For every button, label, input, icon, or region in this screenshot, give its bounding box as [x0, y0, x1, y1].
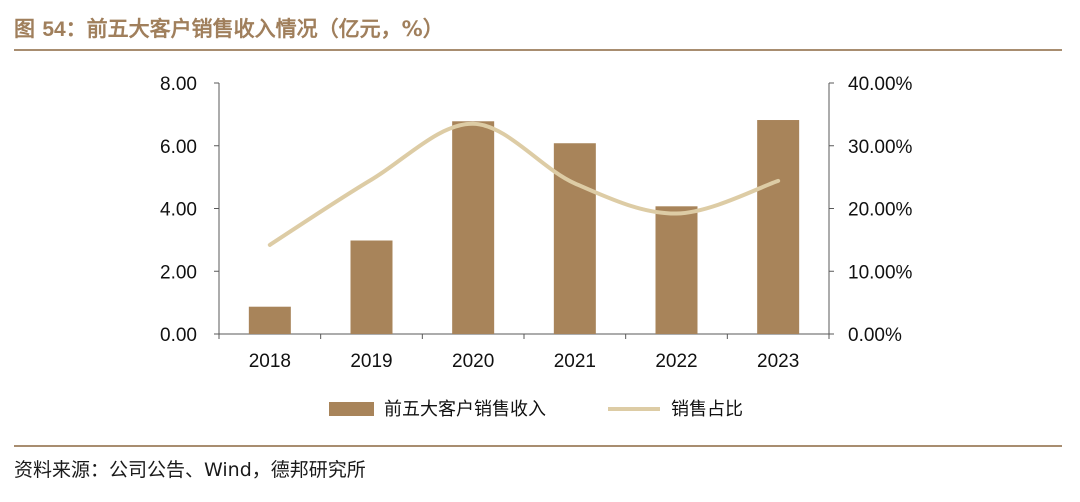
legend-label-bar: 前五大客户销售收入	[384, 399, 546, 420]
left-tick-label: 6.00	[160, 137, 197, 158]
bottom-rule	[14, 445, 1062, 447]
series-line	[267, 121, 781, 247]
legend-label-line: 销售占比	[671, 399, 743, 420]
x-tick-label: 2019	[350, 351, 392, 372]
x-tick-label: 2022	[655, 351, 697, 372]
x-tick-label: 2020	[452, 351, 494, 372]
bar	[655, 206, 698, 334]
right-tick-label: 30.00%	[848, 137, 913, 158]
left-tick-label: 8.00	[160, 74, 197, 95]
source-note: 资料来源：公司公告、Wind，德邦研究所	[14, 459, 366, 481]
bar	[350, 240, 393, 334]
x-tick-label: 2018	[249, 351, 291, 372]
right-tick-label: 20.00%	[848, 200, 913, 221]
right-tick-label: 10.00%	[848, 262, 913, 283]
x-tick-label: 2023	[757, 351, 799, 372]
bar	[248, 306, 291, 334]
top-rule	[14, 49, 1062, 51]
x-tick-label: 2021	[554, 351, 596, 372]
figure-label: 图	[14, 17, 35, 41]
bar	[757, 120, 800, 335]
left-tick-label: 2.00	[160, 262, 197, 283]
left-tick-label: 0.00	[160, 325, 197, 346]
figure-title: 图 54：前五大客户销售收入情况（亿元，%）	[14, 12, 444, 46]
figure-number: 54	[42, 18, 66, 41]
bar	[452, 121, 495, 334]
legend-swatch-bar	[329, 402, 374, 416]
bar	[553, 143, 596, 334]
figure-title-text: ：前五大客户销售收入情况（亿元，%）	[65, 17, 444, 41]
right-tick-label: 0.00%	[848, 325, 902, 346]
left-tick-label: 4.00	[160, 200, 197, 221]
right-tick-label: 40.00%	[848, 74, 913, 95]
